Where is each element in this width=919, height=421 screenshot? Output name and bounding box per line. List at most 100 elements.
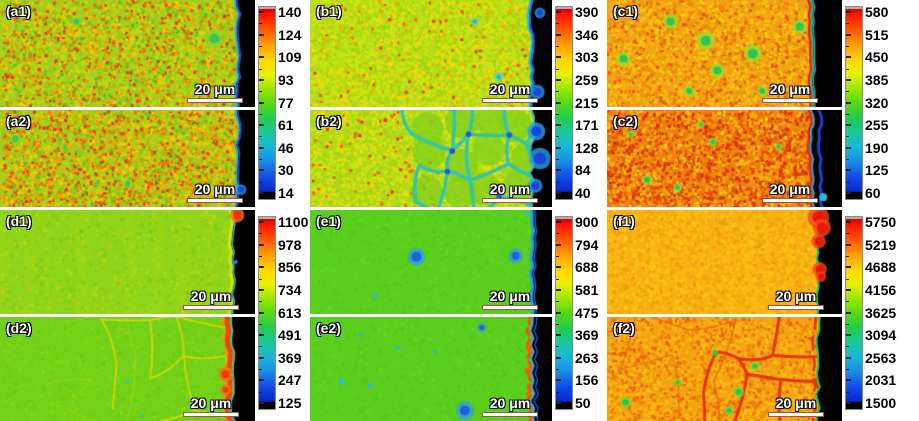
colorbar-minor-tick (846, 346, 849, 348)
colorbar-tick (846, 311, 851, 314)
colorbar-tick-label: 5750 (865, 214, 897, 230)
colorbar-tick (259, 288, 264, 291)
colorbar-tick-label: 14 (278, 185, 294, 201)
colorbar-minor-tick (556, 136, 559, 138)
scale-bar: 20 μm (768, 396, 824, 417)
panel-label-a1: (a1) (6, 3, 31, 19)
colorbar-minor-tick (259, 301, 262, 303)
colorbar-minor-tick (556, 181, 559, 183)
colorbar-gradient (555, 216, 573, 410)
colorbar-minor-tick (556, 68, 559, 70)
panel-label-d2: (d2) (6, 320, 32, 336)
colorbar-tick (846, 402, 851, 404)
map-panel-a1: (a1) 20 μm (0, 0, 255, 107)
colorbar-tick (259, 192, 264, 194)
panel-label-c2: (c2) (613, 113, 638, 129)
colorbar-tick (846, 146, 851, 149)
colorbar-tick-label: 450 (865, 49, 889, 66)
colorbar-minor-tick (846, 23, 849, 25)
colorbar-tick (846, 124, 851, 127)
panel-label-b1: (b1) (316, 3, 342, 19)
colorbar-tick (556, 11, 561, 13)
scale-bar: 20 μm (482, 82, 538, 103)
colorbar-minor-tick (556, 369, 559, 371)
scale-bar: 20 μm (482, 289, 538, 310)
colorbar-tick-label: 3625 (865, 304, 897, 321)
colorbar-tick-label: 2031 (865, 372, 897, 389)
colorbar-minor-tick (846, 369, 849, 371)
colorbar-a: 140 124 109 93 77 61 46 30 14 (258, 4, 312, 201)
heatmap-canvas-c2 (607, 110, 842, 207)
colorbar-tick (846, 169, 851, 172)
heatmap-canvas-a1 (0, 0, 255, 107)
colorbar-gradient (555, 6, 573, 200)
colorbar-minor-tick (846, 391, 849, 393)
colorbar-f: 5750 5219 4688 4156 3625 3094 2563 2031 1500 (845, 214, 899, 411)
colorbar-ticks: 900 794 688 581 475 369 263 156 50 (555, 214, 609, 411)
colorbar-minor-tick (556, 391, 559, 393)
colorbar-minor-tick (846, 181, 849, 183)
heatmap-canvas-d1 (0, 210, 255, 314)
heatmap-canvas-e1 (310, 210, 552, 314)
colorbar-minor-tick (556, 278, 559, 280)
colorbar-d: 1100 978 856 734 613 491 369 247 125 (258, 214, 312, 411)
colorbar-minor-tick (846, 278, 849, 280)
colorbar-minor-tick (556, 301, 559, 303)
colorbar-c: 580 515 450 385 320 255 190 125 60 (845, 4, 899, 201)
scale-bar-label: 20 μm (190, 288, 232, 304)
colorbar-tick (556, 146, 561, 149)
colorbar-minor-tick (259, 369, 262, 371)
colorbar-tick-label: 84 (575, 162, 591, 179)
colorbar-minor-tick (846, 68, 849, 70)
panel-label-c1: (c1) (613, 3, 638, 19)
map-panel-b2: (b2) 20 μm (310, 110, 552, 207)
colorbar-tick-label: 215 (575, 94, 599, 111)
colorbar-tick (259, 124, 264, 127)
colorbar-tick (259, 146, 264, 149)
colorbar-tick (556, 266, 561, 269)
colorbar-tick (846, 56, 851, 59)
scale-bar-line (762, 198, 818, 203)
colorbar-minor-tick (259, 346, 262, 348)
scale-bar-line (768, 412, 824, 417)
colorbar-tick-label: 125 (278, 395, 302, 411)
map-panel-e1: (e1) 20 μm (310, 210, 552, 314)
scale-bar-label: 20 μm (190, 395, 232, 411)
scale-bar-label: 20 μm (775, 288, 817, 304)
colorbar-tick (556, 101, 561, 104)
colorbar-tick-label: 369 (575, 327, 599, 344)
colorbar-tick-label: 5219 (865, 236, 897, 253)
colorbar-tick (259, 379, 264, 382)
colorbar-tick-label: 346 (575, 26, 599, 43)
colorbar-minor-tick (556, 233, 559, 235)
scale-bar: 20 μm (187, 182, 243, 203)
scale-bar-line (482, 305, 538, 310)
colorbar-tick-label: 93 (278, 71, 294, 88)
colorbar-minor-tick (259, 91, 262, 93)
colorbar-tick-label: 734 (278, 281, 302, 298)
colorbar-minor-tick (259, 136, 262, 138)
colorbar-minor-tick (556, 159, 559, 161)
colorbar-tick (846, 78, 851, 81)
colorbar-tick-label: 320 (865, 94, 889, 111)
colorbar-minor-tick (259, 233, 262, 235)
heatmap-canvas-d2 (0, 317, 255, 421)
colorbar-tick-label: 171 (575, 117, 599, 134)
colorbar-minor-tick (259, 391, 262, 393)
colorbar-gradient (845, 6, 863, 200)
map-panel-c2: (c2) 20 μm (607, 110, 842, 207)
colorbar-tick-label: 60 (865, 185, 881, 201)
scale-bar-line (183, 305, 239, 310)
colorbar-minor-tick (846, 113, 849, 115)
colorbar-tick-label: 856 (278, 259, 302, 276)
scale-bar-line (482, 412, 538, 417)
scale-bar-label: 20 μm (489, 81, 531, 97)
colorbar-minor-tick (259, 181, 262, 183)
scale-bar-line (762, 98, 818, 103)
colorbar-tick (556, 78, 561, 81)
colorbar-tick-label: 303 (575, 49, 599, 66)
colorbar-tick-label: 475 (575, 304, 599, 321)
colorbar-tick-label: 190 (865, 139, 889, 156)
scale-bar-label: 20 μm (769, 81, 811, 97)
